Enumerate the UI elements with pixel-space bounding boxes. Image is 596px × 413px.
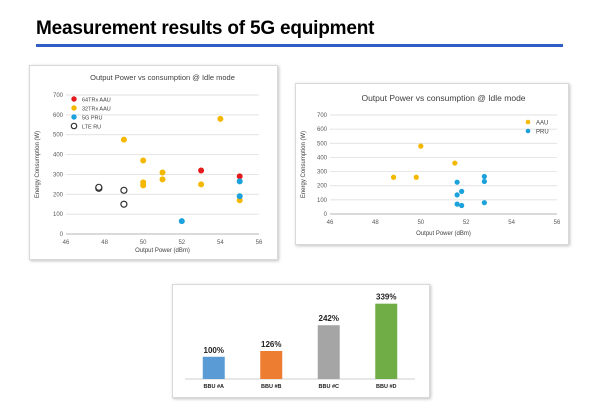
x-tick-label: 50 [417,220,424,226]
page-title: Measurement results of 5G equipment [36,18,375,39]
x-tick-label: 50 [140,240,147,246]
legend-label: 32TRx AAU [82,107,111,113]
y-tick-label: 600 [53,113,64,119]
category-label: BBU #D [376,384,397,390]
y-tick-label: 700 [53,93,64,99]
data-point [236,173,243,180]
y-tick-label: 100 [317,198,328,204]
y-axis-label: Energy Consumption (W) [35,131,41,198]
x-tick-label: 54 [508,220,515,226]
x-tick-label: 56 [554,220,561,226]
title-underline [36,44,563,47]
chart-title: Output Power vs consumption @ Idle mode [90,73,235,82]
data-point [418,143,424,149]
legend-marker [71,114,77,120]
data-point [140,157,147,164]
data-point [459,202,465,209]
data-point [159,169,166,176]
legend-label: LTE RU [82,125,101,131]
legend-label: 64TRx AAU [82,98,111,104]
x-tick-label: 48 [101,240,108,246]
data-point [481,173,487,180]
y-tick-label: 500 [53,133,64,139]
chart-title: Output Power vs consumption @ Idle mode [361,93,525,103]
y-tick-label: 400 [53,153,64,159]
x-tick-label: 52 [178,240,185,246]
data-point [390,174,397,180]
scatter-chart-panel-2: Output Power vs consumption @ Idle mode 0… [295,83,569,245]
data-point [454,192,460,198]
legend-label: AAU [536,121,548,127]
y-tick-label: 300 [53,172,64,178]
category-label: BBU #B [261,384,282,390]
y-tick-label: 500 [317,141,328,147]
x-tick-label: 46 [327,220,334,226]
scatter-chart-1: Output Power vs consumption @ Idle mode 0… [35,73,263,254]
legend-marker [70,122,78,130]
data-point [454,179,460,185]
bar-value-label: 339% [376,293,396,302]
data-point [481,178,487,185]
bar [260,351,283,379]
data-point [236,178,243,185]
data-point [140,182,147,189]
data-point [217,115,224,122]
scatter-chart-panel-1: Output Power vs consumption @ Idle mode 0… [29,65,278,260]
x-axis-label: Output Power (dBm) [135,248,190,254]
bar [317,325,340,379]
y-tick-label: 100 [53,212,64,218]
y-tick-label: 0 [324,212,328,218]
x-tick-label: 48 [372,220,379,226]
data-point [198,167,205,174]
legend-marker [71,105,77,111]
y-tick-label: 300 [317,170,328,176]
y-axis-label: Energy Consumption (W) [301,131,307,198]
legend-label: PRU [536,130,549,136]
y-tick-label: 0 [60,232,64,238]
bar-value-label: 242% [319,314,339,323]
legend-marker [525,119,531,125]
legend-label: 5G PRU [82,116,103,122]
bar [202,356,225,379]
data-point [198,181,205,188]
data-point [452,160,458,166]
y-tick-label: 200 [317,184,328,190]
x-tick-label: 46 [63,240,70,246]
y-tick-label: 200 [53,192,64,198]
data-point [120,136,127,143]
bar-chart-panel: 100% BBU #A 126% BBU #B 242% BBU #C 339% BBU #D [172,284,430,398]
bar-chart: 100% BBU #A 126% BBU #B 242% BBU #C 339% BBU #D [185,293,415,390]
data-point [481,200,487,206]
category-label: BBU #A [204,384,225,390]
y-tick-label: 400 [317,155,328,161]
category-label: BBU #C [319,384,340,390]
x-axis-label: Output Power (dBm) [416,231,471,237]
data-point [120,200,128,208]
data-point [159,176,166,183]
y-tick-label: 600 [317,127,328,133]
data-point [120,186,128,194]
data-point [236,193,243,200]
data-point [459,188,465,194]
data-point [454,201,460,207]
data-point [95,183,103,191]
bar-value-label: 126% [261,340,281,349]
data-point [413,174,419,180]
scatter-chart-2: Output Power vs consumption @ Idle mode 0… [301,93,561,237]
legend-marker [71,96,77,102]
x-tick-label: 54 [217,240,224,246]
data-point [178,218,185,225]
x-tick-label: 56 [256,240,263,246]
y-tick-label: 700 [317,113,328,119]
bar-value-label: 100% [204,346,224,355]
legend-marker [525,128,531,134]
x-tick-label: 52 [463,220,470,226]
bar [375,303,398,379]
